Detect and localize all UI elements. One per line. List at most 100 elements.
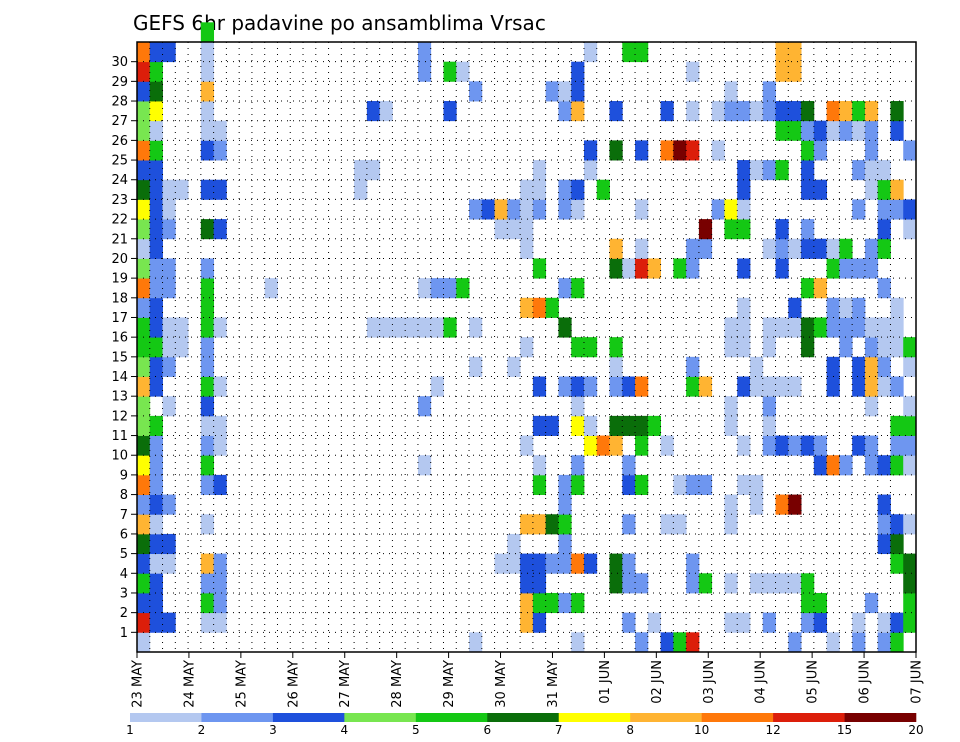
heatmap-cell [137,573,151,594]
heatmap-cell [583,337,598,358]
heatmap-cell [417,317,432,338]
heatmap-cell [762,238,776,259]
heatmap-cell [558,494,572,515]
heatmap-cell [890,533,904,555]
plot-frame [136,41,917,653]
heatmap-cell [622,573,636,594]
colorbar-segment [130,713,202,722]
heatmap-cell [864,455,879,476]
heatmap-cell [149,455,163,476]
heatmap-cell [532,297,547,318]
heatmap-cell [149,612,163,633]
y-tick-label: 1 [120,626,128,641]
heatmap-cell [558,101,572,122]
colorbar-tick-label: 3 [269,723,277,737]
colorbar-segment [844,713,917,722]
heatmap-cell [175,317,189,338]
heatmap-cell [558,278,572,299]
heatmap-cell [724,317,738,338]
heatmap-cell [762,317,776,338]
heatmap-cell [813,238,828,259]
heatmap-cell [558,179,572,200]
heatmap-cell [520,612,534,633]
heatmap-cell [724,494,738,515]
heatmap-cell [392,317,406,338]
heatmap-cell [571,179,585,200]
heatmap-cell [609,435,623,456]
x-tick-label: 06 JUN [858,660,873,704]
heatmap-cell [686,553,700,574]
heatmap-cell [813,612,828,633]
heatmap-cell [890,553,904,574]
heatmap-cell [379,317,393,338]
heatmap-cell [698,573,713,594]
heatmap-cell [686,632,700,653]
heatmap-cell [890,101,904,122]
heatmap-cell [200,396,215,417]
heatmap-cell [494,219,508,240]
heatmap-cell [877,612,891,633]
heatmap-cell [430,278,444,299]
colorbar-segment [630,713,702,722]
heatmap-cell [162,494,176,515]
heatmap-cell [137,494,151,515]
heatmap-cell [149,199,163,220]
colorbar-segment [415,713,488,722]
heatmap-cell [647,415,661,436]
heatmap-cell [137,199,151,220]
heatmap-cell [149,474,163,495]
heatmap-cell [162,258,176,279]
heatmap-cell [149,533,163,555]
heatmap-cell [864,258,879,279]
heatmap-cell [864,120,879,141]
heatmap-cell [903,553,917,574]
heatmap-cell [737,160,751,181]
heatmap-cell [737,179,751,200]
heatmap-cell [698,474,713,495]
heatmap-cell [137,61,151,82]
heatmap-cell [635,258,649,279]
colorbar-tick-label: 7 [555,723,563,737]
heatmap-cell [622,612,636,633]
heatmap-cell [379,101,393,122]
heatmap-cell [200,415,215,436]
heatmap-cell [775,494,789,515]
heatmap-cell [545,514,559,535]
heatmap-cell [162,396,176,417]
heatmap-cell [673,474,687,495]
heatmap-cell [532,376,547,397]
heatmap-cell [520,337,534,358]
heatmap-cell [200,317,215,338]
heatmap-cell [532,612,547,633]
heatmap-cell [494,199,508,220]
heatmap-cell [635,238,649,259]
heatmap-cell [583,160,598,181]
heatmap-cell [162,179,176,200]
heatmap-cell [622,415,636,436]
heatmap-cell [673,140,687,161]
colorbar-segment [487,713,560,722]
heatmap-cell [609,140,623,161]
heatmap-cell [494,553,508,574]
heatmap-cell [775,101,789,122]
heatmap-cell [354,179,368,200]
heatmap-cell [864,356,879,377]
x-tick-label: 26 MAY [286,660,301,708]
heatmap-cell [890,514,904,535]
colorbar-tick-label: 1 [126,723,134,737]
heatmap-cell [200,553,215,574]
heatmap-cell [737,219,751,240]
heatmap-cell [137,612,151,633]
heatmap-cell [583,415,598,436]
y-tick-label: 29 [111,75,128,90]
heatmap-cell [583,553,598,574]
heatmap-cell [813,592,828,614]
heatmap-cell [622,514,636,535]
heatmap-cell [647,612,661,633]
y-tick-label: 25 [111,154,128,169]
heatmap-cell [775,219,789,240]
heatmap-cells [137,22,917,653]
heatmap-cell [137,317,151,338]
heatmap-cell [775,120,789,141]
